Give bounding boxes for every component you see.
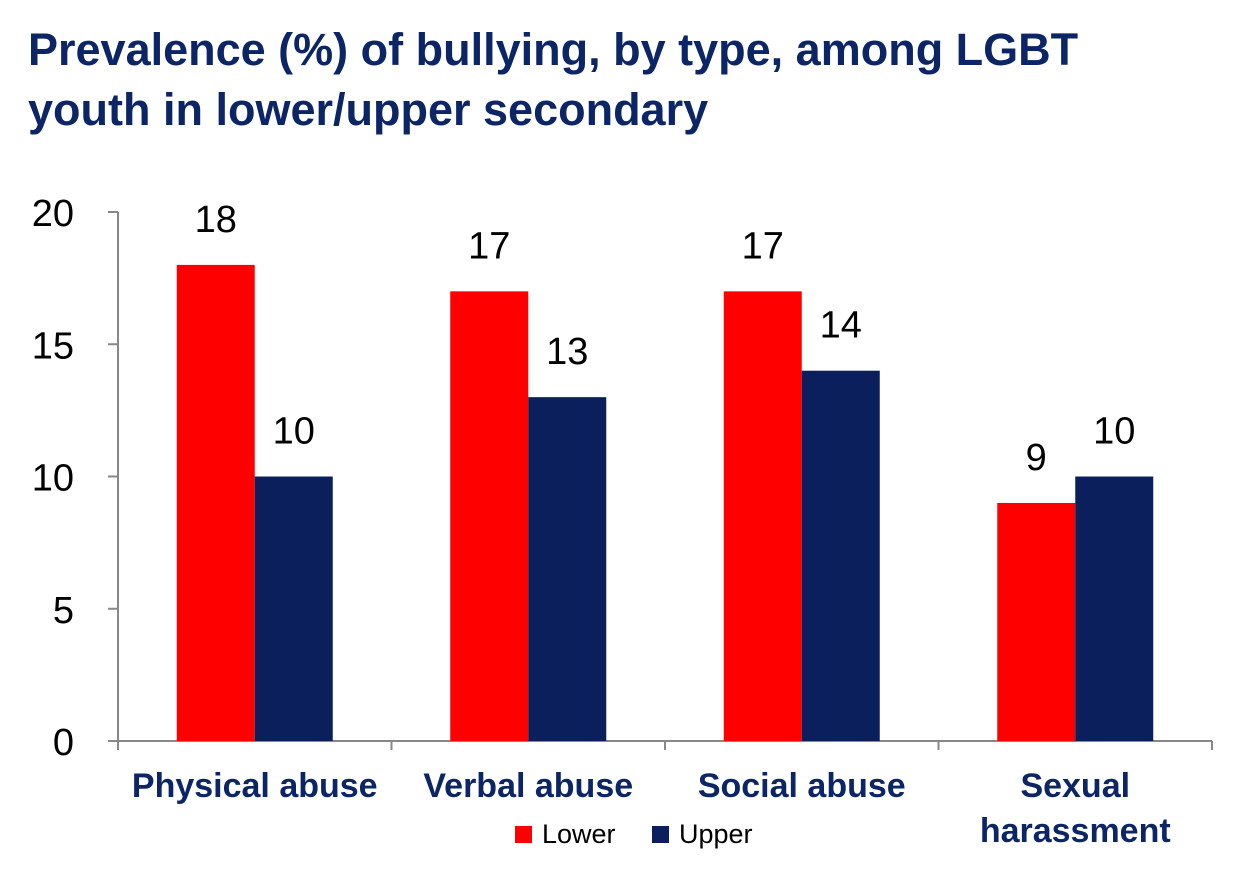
legend-swatch-upper <box>652 826 669 843</box>
bar-upper <box>254 476 333 741</box>
y-tick-label: 10 <box>32 458 74 500</box>
bar-lower <box>450 291 529 741</box>
legend-swatch-lower <box>515 826 532 843</box>
category-label: Social abuse <box>698 767 906 805</box>
data-label: 10 <box>1093 411 1135 453</box>
category-label: harassment <box>980 812 1171 850</box>
data-label: 17 <box>742 225 784 267</box>
bar-upper <box>801 370 880 741</box>
bar-upper <box>528 397 607 741</box>
y-tick-label: 5 <box>53 590 74 632</box>
category-labels: Physical abuse Verbal abuse Social abuse Se… <box>132 767 1171 850</box>
y-tick-label: 20 <box>32 193 74 235</box>
data-label: 10 <box>273 411 315 453</box>
chart-title-line-1: Prevalence (%) of bullying, by type, amo… <box>28 24 1079 75</box>
category-label: Verbal abuse <box>423 767 633 805</box>
data-label: 13 <box>546 331 588 373</box>
x-axis <box>117 740 1213 750</box>
chart-title: Prevalence (%) of bullying, by type, amo… <box>28 20 1228 140</box>
data-label: 18 <box>195 199 237 241</box>
bar-lower <box>723 291 802 741</box>
data-label: 9 <box>1026 437 1047 479</box>
y-axis: 0 5 10 15 20 <box>32 193 119 764</box>
data-label: 17 <box>468 225 510 267</box>
chart-title-line-2: youth in lower/upper secondary <box>28 84 709 135</box>
bar-lower <box>176 264 255 741</box>
legend-label-upper: Upper <box>679 819 753 849</box>
data-labels: 18 10 17 13 17 14 9 10 <box>195 199 1136 479</box>
category-label: Sexual <box>1020 767 1130 805</box>
category-label: Physical abuse <box>132 767 378 805</box>
bars <box>176 264 1154 741</box>
legend-label-lower: Lower <box>542 819 616 849</box>
bar-lower <box>997 502 1076 741</box>
y-tick-label: 15 <box>32 325 74 367</box>
bar-upper <box>1075 476 1154 741</box>
legend: Lower Upper <box>515 819 753 849</box>
data-label: 14 <box>820 305 862 347</box>
y-tick-label: 0 <box>53 722 74 764</box>
